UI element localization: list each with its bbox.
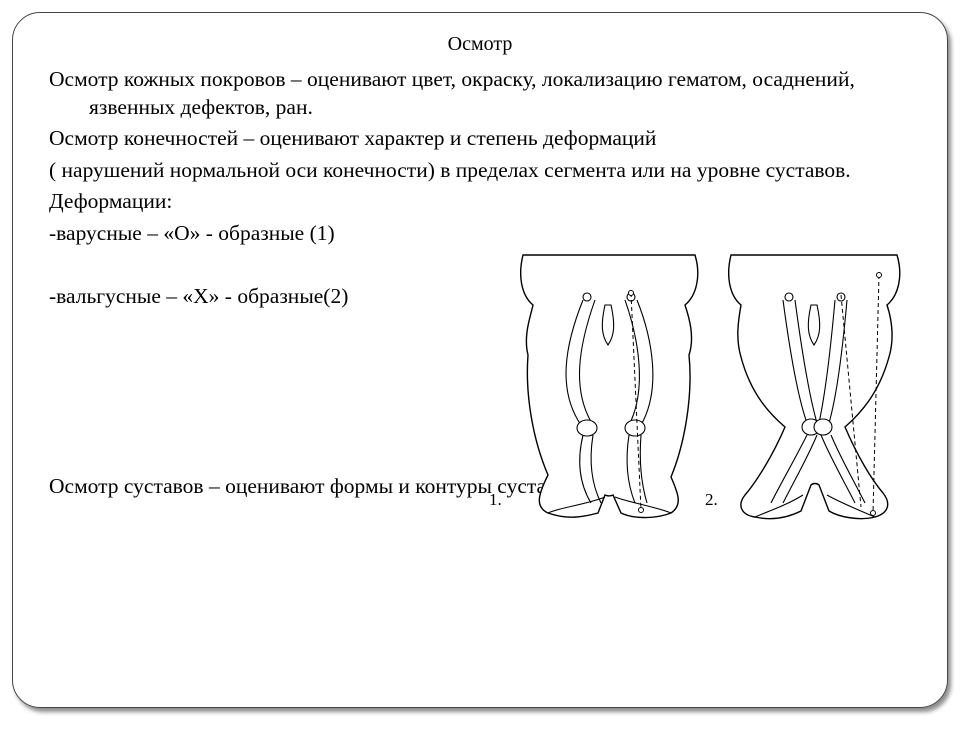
paragraph-limbs-1: Осмотр конечностей – оценивают характер … [49,125,911,153]
paragraph-varus: -варусные – «О» - образные (1) [49,220,911,248]
paragraph-deformations-heading: Деформации: [49,188,911,216]
figure-label-2: 2. [705,490,718,510]
legs-illustration-icon [483,245,913,545]
figure-label-1: 1. [489,490,502,510]
paragraph-skin: Осмотр кожных покровов – оценивают цвет,… [49,66,911,121]
paragraph-limbs-2: ( нарушений нормальной оси конечности) в… [49,157,911,185]
deformity-figure: 1. 2. [483,245,913,545]
slide-card: Осмотр Осмотр кожных покровов – оцениваю… [12,12,948,708]
slide-title: Осмотр [49,33,911,56]
